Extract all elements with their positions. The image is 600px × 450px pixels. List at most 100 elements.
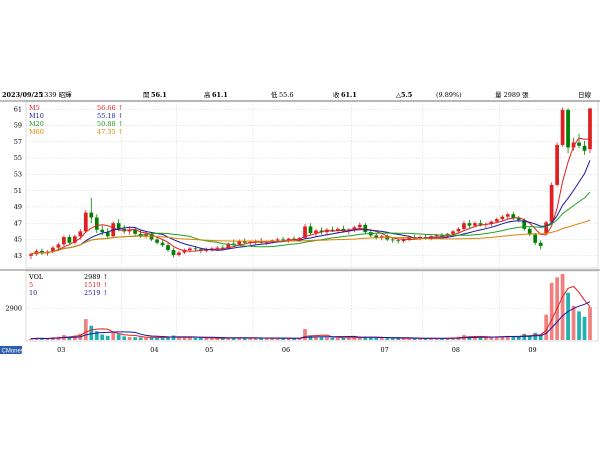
month-label: 06 bbox=[282, 346, 290, 354]
candle-body bbox=[555, 144, 559, 185]
candle-body bbox=[440, 235, 444, 237]
candle-body bbox=[489, 221, 494, 225]
volume-bar bbox=[445, 338, 450, 340]
candle-body bbox=[505, 214, 510, 217]
volume-bar bbox=[100, 334, 105, 340]
price-legend: M5 56.66 ↑ M10 55.18 ↑ M20 50.88 ↑ M60 4… bbox=[29, 104, 123, 136]
price-tick-label: 49 bbox=[14, 203, 22, 211]
volume-bar bbox=[204, 338, 209, 340]
volume-bar bbox=[297, 338, 302, 340]
candle-body bbox=[144, 233, 148, 237]
candle-body bbox=[336, 228, 340, 231]
volume-bar bbox=[105, 335, 110, 340]
price-grid bbox=[26, 108, 598, 309]
volume-bar bbox=[440, 338, 444, 340]
candle-body bbox=[538, 242, 543, 247]
candle-body bbox=[500, 216, 505, 220]
candle-body bbox=[467, 223, 472, 226]
volume-bar bbox=[155, 337, 159, 340]
volume-bar bbox=[429, 338, 433, 340]
header-open-label: 開 bbox=[143, 91, 150, 99]
volume-bar bbox=[45, 338, 50, 340]
candle-body bbox=[434, 235, 439, 237]
candle-body bbox=[89, 212, 94, 218]
header-volume: 量 2989 張 bbox=[495, 91, 529, 99]
volume-bar bbox=[336, 337, 340, 340]
volume-bar bbox=[319, 337, 324, 340]
candle-body bbox=[577, 142, 581, 146]
brand-label: CMoney bbox=[2, 349, 24, 355]
volume-bar bbox=[325, 337, 329, 340]
header-close-label: 收 bbox=[333, 90, 340, 99]
volume-bar bbox=[226, 337, 231, 340]
candle-body bbox=[516, 218, 521, 220]
candle-body bbox=[363, 224, 368, 233]
volume-bar bbox=[467, 336, 472, 340]
volume-bar bbox=[533, 332, 538, 340]
candle-body bbox=[83, 212, 88, 232]
candle-body bbox=[396, 240, 401, 242]
candle-body bbox=[549, 184, 554, 223]
price-tick-label: 51 bbox=[14, 187, 22, 195]
candle-body bbox=[182, 250, 187, 253]
header-change: △5.5 bbox=[396, 91, 413, 99]
candle-body bbox=[281, 239, 285, 241]
volume-bar bbox=[182, 337, 187, 340]
candle-body bbox=[566, 109, 570, 148]
volume-bar bbox=[72, 335, 77, 340]
candle-body bbox=[94, 217, 99, 230]
candle-body bbox=[62, 237, 66, 245]
brand-badge-bg bbox=[0, 346, 22, 354]
legend-m20-name: M20 bbox=[29, 120, 44, 128]
legend-vma5-value: 1519 ↑ bbox=[84, 281, 108, 289]
candle-body bbox=[231, 243, 236, 245]
volume-bar bbox=[522, 333, 527, 340]
volume-bar bbox=[560, 274, 565, 340]
legend-vol-name: VOL bbox=[28, 273, 44, 281]
volume-bar bbox=[83, 319, 88, 340]
price-tick-label: 61 bbox=[14, 105, 22, 113]
moving-average-lines bbox=[30, 137, 591, 255]
volume-bar bbox=[138, 337, 143, 340]
candle-body bbox=[226, 243, 231, 249]
header-high-label: 高 bbox=[204, 90, 211, 99]
volume-bar bbox=[122, 336, 127, 340]
volume-bar bbox=[341, 337, 346, 340]
legend-m60-value: 47.35 ↑ bbox=[97, 128, 123, 136]
volume-bar bbox=[390, 338, 395, 340]
month-label: 09 bbox=[528, 346, 536, 354]
volume-bar bbox=[111, 332, 116, 340]
candle-body bbox=[462, 223, 466, 229]
candle-body bbox=[237, 241, 242, 245]
ma60-line bbox=[30, 219, 591, 255]
volume-bar bbox=[127, 337, 132, 340]
volume-bar bbox=[368, 337, 373, 340]
volume-bar bbox=[220, 338, 225, 340]
volume-bar bbox=[549, 282, 554, 340]
candle-body bbox=[533, 234, 538, 243]
candle-body bbox=[374, 235, 379, 238]
candle-body bbox=[116, 223, 121, 229]
candle-body bbox=[407, 237, 412, 240]
volume-bar bbox=[352, 337, 357, 340]
vma10-line bbox=[30, 301, 591, 340]
ma10-line bbox=[30, 160, 591, 255]
volume-bar bbox=[544, 314, 549, 340]
volume-bar bbox=[264, 338, 269, 340]
candle-body bbox=[314, 230, 318, 233]
volume-bar bbox=[89, 325, 94, 340]
candle-body bbox=[166, 245, 170, 251]
volume-bar bbox=[253, 338, 258, 340]
candle-body bbox=[127, 229, 132, 232]
legend-m20-value: 50.88 ↑ bbox=[97, 120, 123, 128]
candle-body bbox=[325, 229, 329, 233]
candle-body bbox=[478, 223, 483, 225]
candle-body bbox=[571, 142, 576, 148]
price-tick-label: 59 bbox=[14, 122, 22, 130]
candle-body bbox=[303, 226, 307, 238]
volume-bar bbox=[588, 307, 592, 340]
candle-body bbox=[473, 223, 477, 226]
volume-bar bbox=[29, 338, 33, 340]
candle-body bbox=[56, 244, 61, 248]
header-open-value: 56.1 bbox=[151, 91, 167, 99]
